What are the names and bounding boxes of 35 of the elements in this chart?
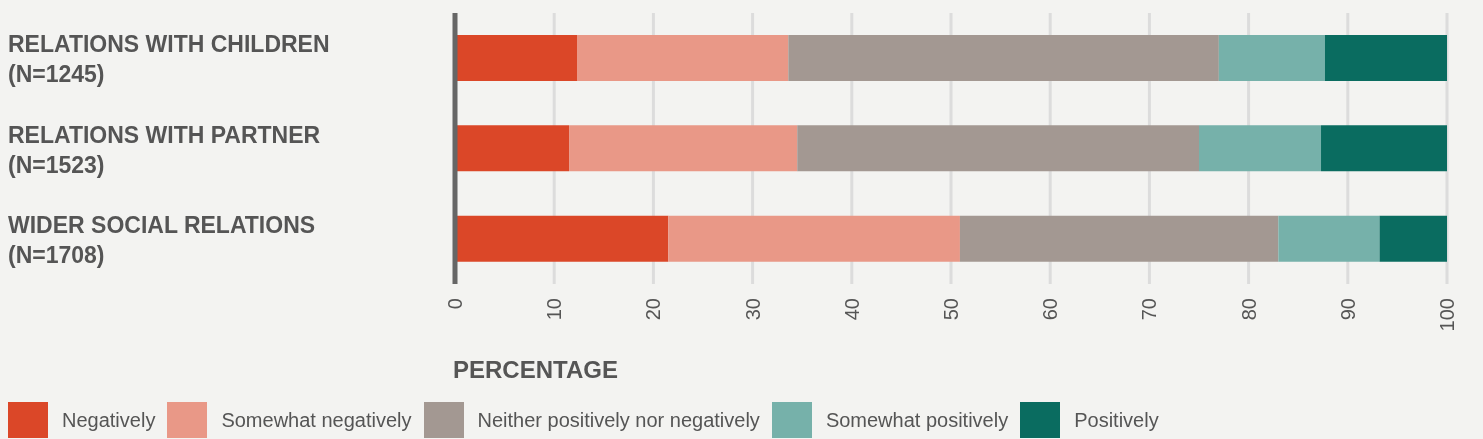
x-tick-label: 30 — [741, 298, 764, 321]
bar — [1218, 35, 1325, 81]
x-tick-label: 70 — [1138, 298, 1161, 321]
x-tick-label: 40 — [840, 298, 863, 321]
legend-label: Negatively — [62, 408, 156, 432]
bar — [1199, 125, 1322, 172]
bar — [1278, 215, 1380, 262]
legend-label: Neither positively nor negatively — [477, 408, 760, 432]
x-axis-title: PERCENTAGE — [453, 356, 618, 384]
bar — [1324, 35, 1447, 81]
legend-label: Somewhat positively — [825, 408, 1009, 432]
bar — [959, 215, 1279, 262]
bar — [1379, 215, 1447, 262]
bar — [788, 35, 1219, 81]
x-tick-label: 50 — [940, 298, 962, 321]
x-tick-label: 0 — [444, 298, 466, 310]
bar — [577, 35, 789, 81]
bar — [455, 35, 578, 81]
x-tick-label: 60 — [1039, 298, 1062, 321]
bar — [455, 125, 570, 172]
y-tick-label: RELATIONS WITH PARTNER (N=1523) — [8, 121, 321, 178]
y-tick-label: WIDER SOCIAL RELATIONS (N=1708) — [8, 211, 316, 268]
x-tick-label: 10 — [543, 298, 566, 321]
y-tick-label: RELATIONS WITH CHILDREN (N=1245) — [8, 31, 330, 88]
bar — [569, 125, 798, 172]
bar — [455, 215, 669, 262]
legend-label: Positively — [1074, 408, 1159, 432]
x-tick-label: 90 — [1336, 298, 1359, 321]
legend-label: Somewhat negatively — [221, 408, 412, 432]
bar — [668, 215, 960, 262]
x-tick-label: 80 — [1237, 298, 1260, 321]
bar — [1321, 125, 1447, 172]
x-tick-label: 20 — [642, 298, 665, 321]
x-tick-label: 100 — [1436, 298, 1458, 332]
bar — [797, 125, 1199, 172]
